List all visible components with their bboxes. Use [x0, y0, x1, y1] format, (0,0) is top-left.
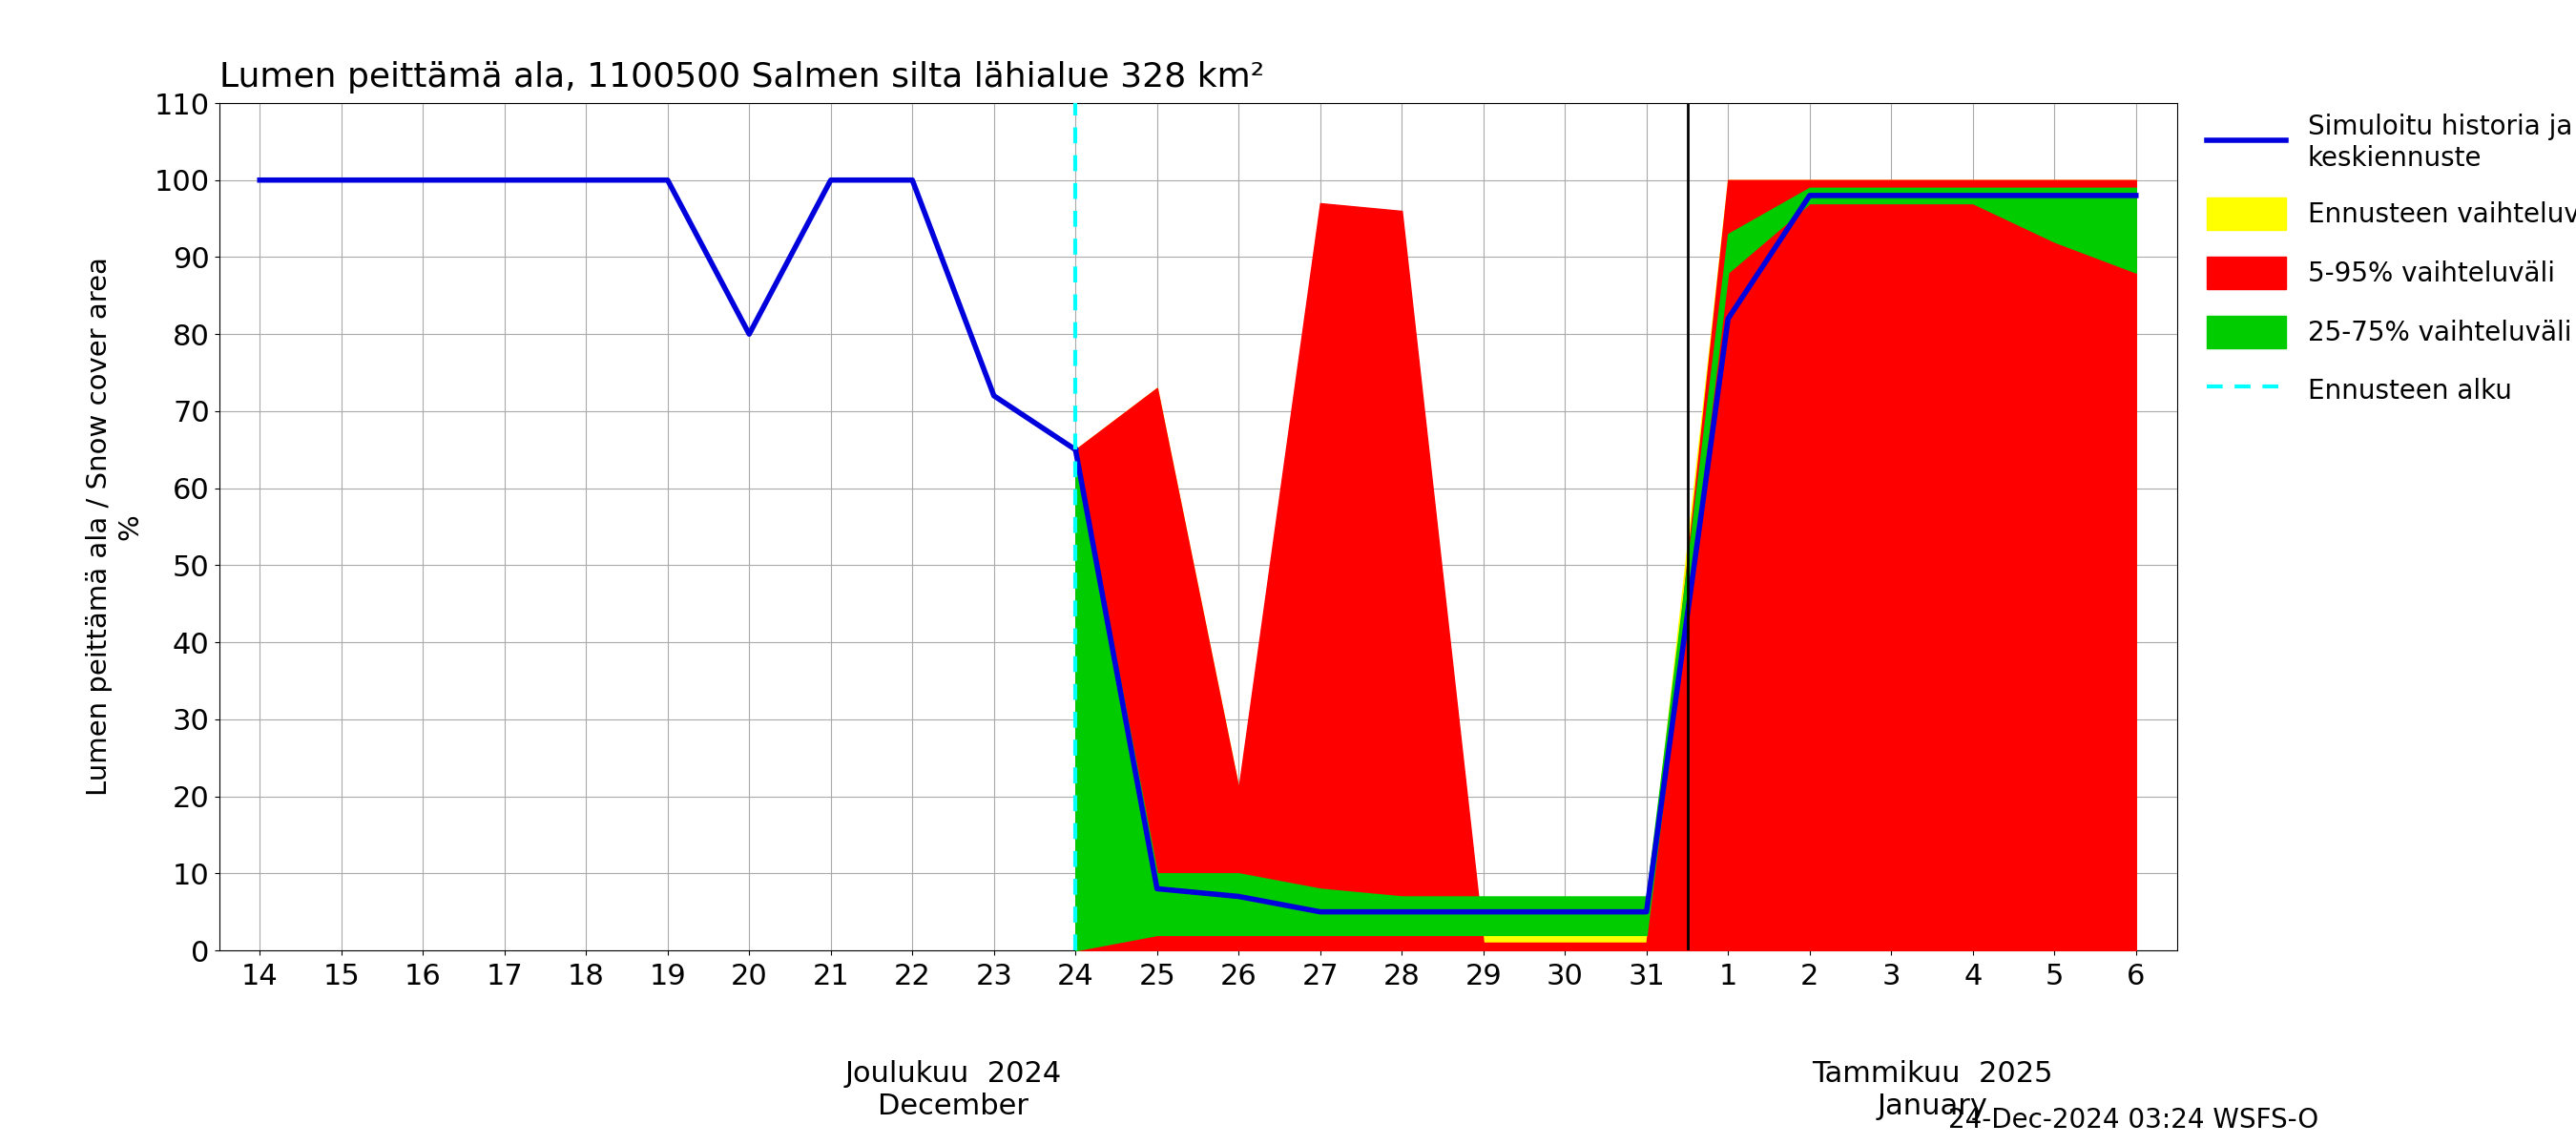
- Text: Joulukuu  2024
December: Joulukuu 2024 December: [845, 1060, 1061, 1120]
- Text: Tammikuu  2025
January: Tammikuu 2025 January: [1811, 1060, 2053, 1120]
- Legend: Simuloitu historia ja
keskiennuste, Ennusteen vaihteluväli, 5-95% vaihteluväli, : Simuloitu historia ja keskiennuste, Ennu…: [2197, 103, 2576, 417]
- Y-axis label: Lumen peittämä ala / Snow cover area
%: Lumen peittämä ala / Snow cover area %: [85, 258, 144, 796]
- Text: Lumen peittämä ala, 1100500 Salmen silta lähialue 328 km²: Lumen peittämä ala, 1100500 Salmen silta…: [219, 62, 1265, 94]
- Text: 24-Dec-2024 03:24 WSFS-O: 24-Dec-2024 03:24 WSFS-O: [1947, 1107, 2318, 1134]
